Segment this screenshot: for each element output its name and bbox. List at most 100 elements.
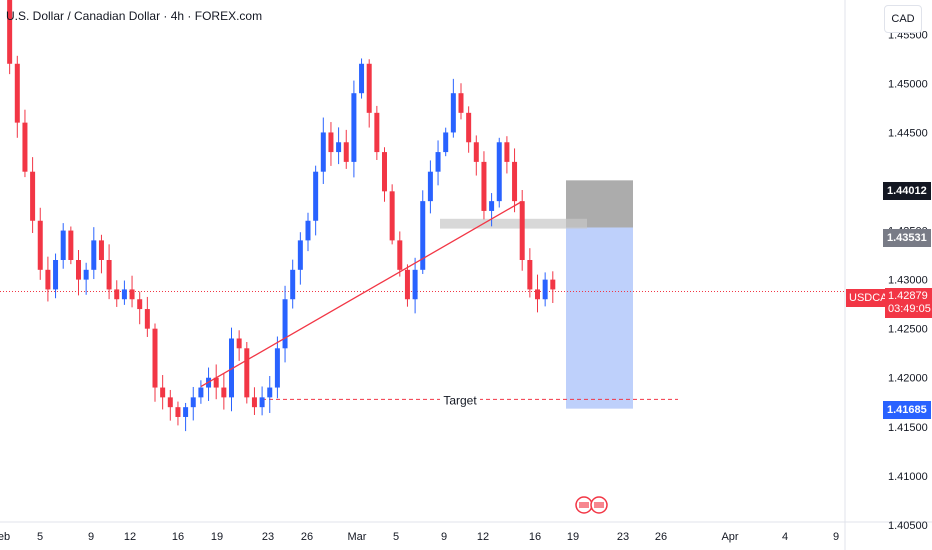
last-price-tag: 1.42879 03:49:05	[885, 288, 932, 318]
candle-body	[221, 387, 227, 398]
candle-body	[542, 279, 548, 300]
x-tick-label: 16	[529, 531, 541, 543]
x-tick-label: 5	[393, 531, 399, 543]
candle-body	[427, 171, 433, 202]
candle-body	[244, 348, 250, 398]
candle-body	[519, 201, 525, 260]
y-tick-label: 1.44500	[888, 127, 928, 139]
candle-body	[450, 93, 456, 133]
candle-body	[30, 171, 36, 221]
x-tick-label: 23	[262, 531, 274, 543]
candle-body	[328, 132, 334, 153]
candle-body	[152, 328, 158, 388]
candle-body	[504, 142, 510, 162]
candle-body	[76, 260, 81, 280]
candle-body	[404, 269, 410, 300]
x-tick-label: 4	[782, 531, 788, 543]
trendline	[200, 201, 522, 388]
candle-body	[481, 161, 487, 211]
y-tick-label: 1.40500	[888, 520, 928, 532]
x-tick-label: 19	[567, 531, 579, 543]
x-tick-label: 9	[833, 531, 839, 543]
candle-body	[121, 289, 127, 300]
candle-body	[297, 240, 303, 270]
candle-body	[305, 220, 311, 241]
candle-body	[83, 269, 89, 280]
candle-body	[351, 93, 357, 162]
y-tick-label: 1.43000	[888, 275, 928, 287]
candle-body	[22, 122, 28, 172]
candle-body	[290, 269, 296, 300]
entry-price-tag: 1.43531	[883, 229, 931, 247]
candle-body	[343, 142, 349, 162]
chart-title: U.S. Dollar / Canadian Dollar · 4h · FOR…	[6, 9, 263, 23]
x-tick-label: 9	[441, 531, 447, 543]
y-tick-label: 1.45000	[888, 78, 928, 90]
candle-body	[14, 63, 20, 123]
x-tick-label: Mar	[348, 531, 367, 543]
candle-body	[473, 142, 479, 162]
candle-body	[45, 269, 51, 290]
last-price: 1.42879	[888, 290, 928, 302]
candle-body	[458, 93, 464, 113]
candle-body	[435, 152, 441, 172]
candle-body	[466, 112, 472, 143]
x-tick-label: 5	[37, 531, 43, 543]
candle-body	[512, 161, 518, 202]
support-zone	[440, 218, 587, 229]
us-flag-event-icon	[594, 502, 604, 508]
candle-body	[359, 63, 365, 94]
currency-button[interactable]: CAD	[884, 5, 922, 33]
y-tick-label: 1.41000	[888, 471, 928, 483]
candle-body	[106, 260, 112, 290]
x-tick-label: 19	[211, 531, 223, 543]
candle-body	[274, 348, 280, 388]
y-tick-label: 1.42500	[888, 324, 928, 336]
candle-body	[213, 377, 219, 388]
y-tick-label: 1.41500	[888, 422, 928, 434]
candle-body	[397, 240, 403, 270]
target-label: Target	[443, 393, 477, 407]
candle-body	[160, 387, 166, 398]
candle-body	[144, 309, 150, 329]
candle-body	[550, 279, 556, 290]
candle-body	[489, 201, 495, 211]
x-tick-label: 9	[88, 531, 94, 543]
candle-body	[137, 299, 143, 310]
candle-body	[389, 191, 395, 241]
target-price-tag: 1.41685	[883, 401, 931, 419]
candle-body	[374, 112, 380, 153]
candle-body	[412, 269, 418, 300]
candle-body	[229, 338, 234, 398]
candle-body	[336, 142, 342, 153]
candle-body	[190, 397, 196, 408]
candle-body	[91, 240, 97, 270]
candle-body	[98, 240, 104, 260]
candle-body	[535, 289, 540, 300]
candle-body	[175, 407, 181, 417]
candle-body	[267, 387, 273, 398]
candle-body	[7, 0, 13, 64]
candle-body	[129, 289, 135, 300]
candle-body	[320, 132, 326, 172]
x-tick-label: 12	[477, 531, 489, 543]
candle-body	[53, 260, 59, 290]
candle-body	[251, 397, 257, 408]
x-tick-label: 26	[301, 531, 313, 543]
stop-price-tag: 1.44012	[883, 182, 931, 200]
candle-body	[167, 397, 173, 408]
x-tick-label: Apr	[721, 531, 738, 543]
bar-countdown: 03:49:05	[888, 303, 931, 315]
x-tick-label: 12	[124, 531, 136, 543]
candle-body	[496, 142, 502, 202]
x-tick-label: 26	[655, 531, 667, 543]
x-tick-label: 23	[617, 531, 629, 543]
candle-body	[236, 338, 242, 349]
candle-body	[527, 260, 533, 290]
x-tick-label: eb	[0, 531, 10, 543]
candle-body	[183, 407, 189, 417]
candle-body	[382, 152, 387, 192]
candle-body	[259, 397, 265, 408]
